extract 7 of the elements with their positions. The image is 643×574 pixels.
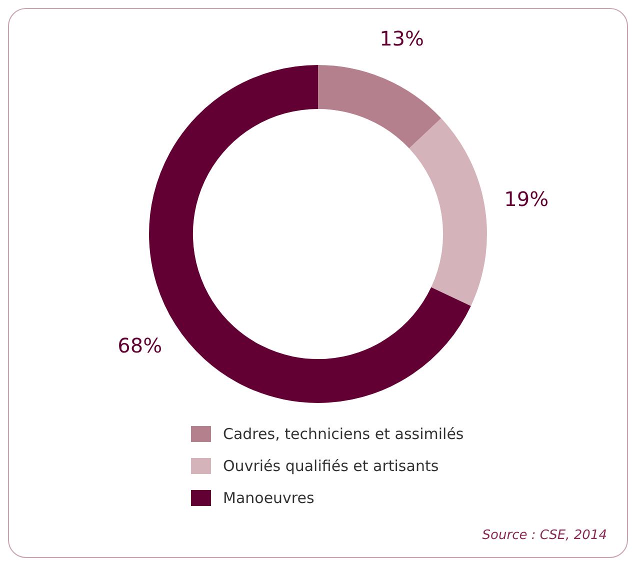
data-label: 19%	[504, 187, 549, 212]
data-label: 68%	[118, 333, 162, 358]
legend-label: Cadres, techniciens et assimilés	[223, 425, 464, 443]
data-label: 13%	[380, 26, 424, 51]
legend-label: Ouvriés qualifiés et artisants	[223, 457, 439, 475]
legend-label: Manoeuvres	[223, 489, 314, 507]
source-note: Source : CSE, 2014	[482, 528, 607, 543]
